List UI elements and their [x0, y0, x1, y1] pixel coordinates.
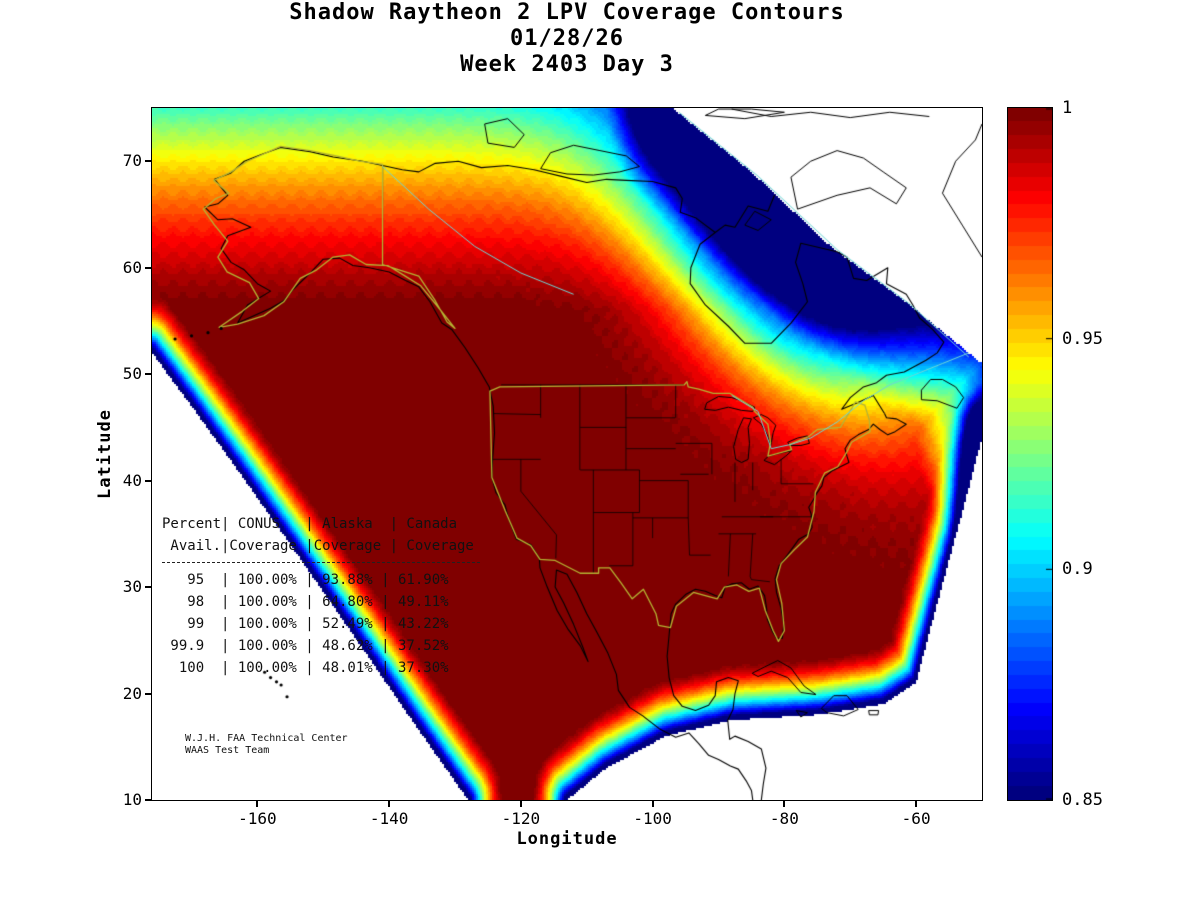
plot-frame: [151, 107, 983, 801]
table-row: 98 | 100.00% | 64.80% | 49.11%: [162, 594, 449, 610]
map-canvas: [152, 108, 982, 800]
figure-title-line1: Shadow Raytheon 2 LPV Coverage Contours: [289, 0, 845, 25]
figure-title-line3: Week 2403 Day 3: [460, 52, 674, 77]
x-tick-label: -100: [633, 809, 672, 828]
y-tick-mark: [145, 586, 151, 589]
table-header-row: Avail.|Coverage |Coverage | Coverage: [162, 538, 474, 554]
colorbar-tick-label: 0.95: [1062, 328, 1103, 349]
table-row: 100 | 100.00% | 48.01% | 37.30%: [162, 660, 449, 676]
x-tick-label: -120: [501, 809, 541, 828]
y-tick-label: 50: [122, 364, 142, 384]
table-row: 95 | 100.00% | 93.88% | 61.90%: [162, 572, 449, 588]
colorbar-frame: [1007, 107, 1053, 801]
x-tick-mark: [915, 801, 918, 807]
colorbar-canvas: [1008, 108, 1052, 800]
x-tick-mark: [519, 801, 522, 807]
y-tick-label: 60: [122, 257, 142, 277]
y-tick-mark: [145, 479, 151, 482]
credit-line2: WAAS Test Team: [185, 745, 270, 756]
table-row: 99 | 100.00% | 52.49% | 43.22%: [162, 616, 449, 632]
credit-line1: W.J.H. FAA Technical Center: [185, 733, 348, 744]
colorbar-tick-label: 0.85: [1062, 790, 1103, 810]
table-separator: [162, 562, 480, 563]
credit-text: W.J.H. FAA Technical Center WAAS Test Te…: [185, 733, 348, 757]
y-tick-label: 40: [122, 470, 142, 490]
y-tick-label: 20: [122, 683, 142, 703]
colorbar-tick-label: 0.9: [1062, 559, 1093, 580]
x-tick-mark: [388, 801, 391, 807]
x-tick-mark: [256, 801, 259, 807]
table-header-row: Percent| CONUS | Alaska | Canada: [162, 516, 458, 532]
x-tick-mark: [651, 801, 654, 807]
y-tick-label: 70: [122, 151, 142, 171]
figure-title-line2: 01/28/26: [510, 26, 624, 51]
y-tick-mark: [145, 373, 151, 376]
x-tick-label: -140: [369, 809, 409, 828]
y-tick-label: 10: [122, 790, 142, 809]
x-axis-label: Longitude: [516, 829, 618, 849]
y-tick-mark: [145, 266, 151, 269]
y-tick-mark: [145, 799, 151, 801]
x-tick-label: -80: [769, 809, 799, 828]
colorbar-tick-label: 1: [1062, 98, 1073, 118]
x-tick-label: -60: [901, 809, 931, 828]
y-tick-mark: [145, 692, 151, 695]
y-axis-label: Latitude: [95, 409, 115, 499]
figure-title: Shadow Raytheon 2 LPV Coverage Contours …: [152, 0, 982, 78]
x-tick-label: -160: [238, 809, 277, 828]
y-tick-mark: [145, 160, 151, 163]
table-row: 99.9 | 100.00% | 48.62% | 37.52%: [162, 638, 449, 654]
y-tick-label: 30: [122, 577, 142, 597]
x-tick-mark: [783, 801, 786, 807]
coverage-table: Percent| CONUS | Alaska | Canada Avail.|…: [162, 513, 480, 679]
